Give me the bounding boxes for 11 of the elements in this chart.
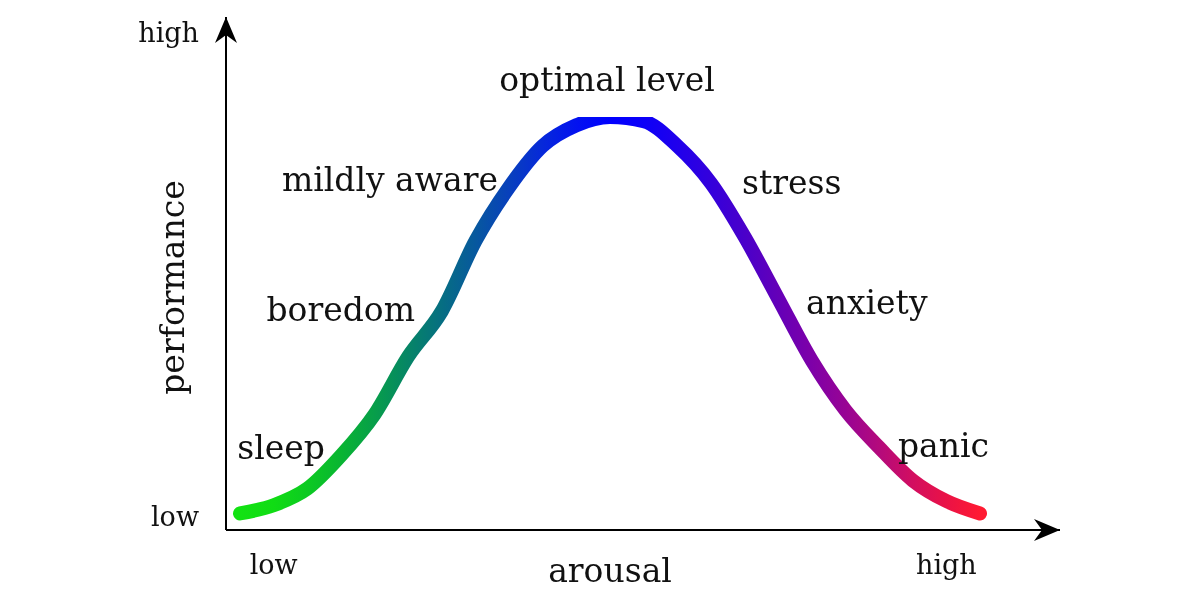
text: optimal level bbox=[499, 59, 715, 99]
x-axis-title: arousal bbox=[548, 551, 672, 590]
annotation: sleep bbox=[237, 427, 325, 467]
annotation: boredom bbox=[266, 289, 415, 329]
text: high bbox=[138, 17, 199, 49]
text: low bbox=[150, 501, 199, 533]
annotation: stress bbox=[742, 162, 842, 202]
annotation: anxiety bbox=[806, 282, 928, 322]
annotation: mildly aware bbox=[281, 159, 498, 199]
annotation: panic bbox=[898, 425, 990, 465]
y-axis-title: performance bbox=[152, 180, 192, 395]
